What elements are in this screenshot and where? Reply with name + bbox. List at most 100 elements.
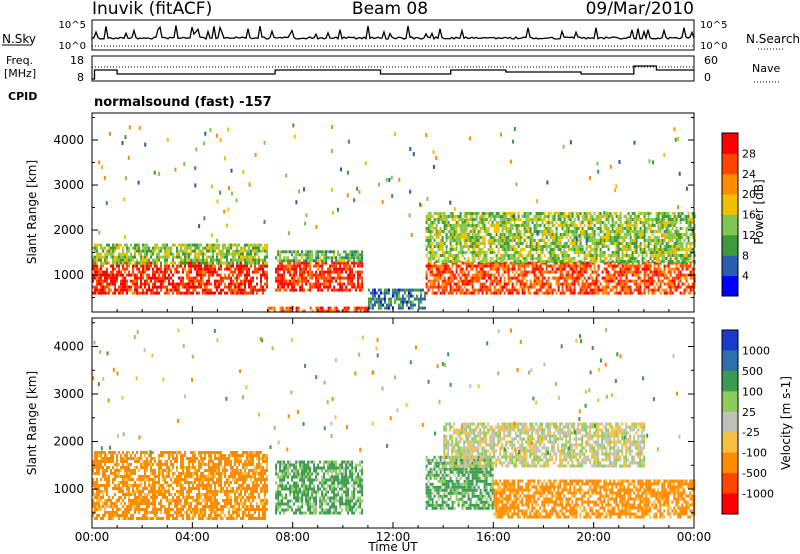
heatmap-cell [655, 251, 658, 254]
heatmap-cell [507, 218, 510, 221]
heatmap-cell [629, 291, 632, 295]
heatmap-cell [561, 285, 564, 289]
heatmap-cell [607, 230, 610, 233]
heatmap-cell [625, 224, 628, 227]
heatmap-cell [112, 517, 114, 520]
heatmap-cell [351, 267, 354, 271]
heatmap-cell [659, 282, 662, 286]
heatmap-cell [567, 230, 570, 233]
heatmap-cell [679, 291, 682, 295]
heatmap-cell [186, 291, 188, 295]
heatmap-cell [475, 276, 478, 280]
heatmap-cell [495, 233, 498, 236]
heatmap-cell [142, 273, 144, 277]
heatmap-cell [116, 502, 118, 505]
heatmap-cell [437, 236, 440, 239]
heatmap-cell [677, 260, 680, 263]
heatmap-cell [425, 245, 428, 248]
heatmap-cell [633, 230, 636, 233]
heatmap-cell [531, 264, 534, 268]
heatmap-cell [120, 475, 122, 478]
heatmap-cell [266, 276, 268, 280]
heatmap-cell [471, 245, 474, 248]
heatmap-cell [609, 230, 612, 233]
heatmap-cell [489, 273, 492, 277]
heatmap-cell [142, 288, 144, 292]
heatmap-cell [557, 239, 560, 242]
heatmap-cell [293, 259, 296, 263]
heatmap-cell [579, 273, 582, 277]
heatmap-cell [457, 218, 460, 221]
heatmap-scatter-cell [137, 180, 140, 185]
heatmap-cell [100, 279, 102, 283]
heatmap-cell [234, 243, 236, 247]
heatmap-scatter-cell [127, 155, 130, 160]
heatmap-cell [519, 218, 522, 221]
heatmap-cell [106, 478, 108, 481]
heatmap-cell [511, 254, 514, 257]
heatmap-cell [531, 285, 534, 289]
heatmap-cell [505, 248, 508, 251]
heatmap-cell [601, 230, 604, 233]
heatmap-cell [437, 218, 440, 221]
heatmap-cell [301, 279, 304, 283]
heatmap-cell [226, 264, 228, 268]
heatmap-cell [277, 270, 280, 274]
heatmap-cell [106, 454, 108, 457]
heatmap-cell [256, 288, 258, 292]
heatmap-cell [551, 254, 554, 257]
heatmap-cell [539, 260, 542, 263]
heatmap-cell [220, 288, 222, 292]
heatmap-cell [417, 297, 420, 301]
heatmap-cell [246, 273, 248, 277]
heatmap-cell [519, 254, 522, 257]
heatmap-cell [315, 259, 318, 263]
heatmap-cell [459, 285, 462, 289]
heatmap-cell [681, 273, 684, 277]
heatmap-cell [174, 255, 176, 259]
heatmap-cell [267, 309, 270, 313]
heatmap-cell [387, 300, 390, 304]
heatmap-cell [289, 250, 292, 254]
station-title: Inuvik (fitACF) [92, 0, 212, 19]
heatmap-cell [367, 297, 370, 301]
heatmap-cell [104, 472, 106, 475]
heatmap-cell [531, 218, 534, 221]
heatmap-cell [122, 478, 124, 481]
heatmap-cell [333, 309, 336, 313]
heatmap-cell [655, 239, 658, 242]
heatmap-cell [353, 259, 356, 263]
heatmap-cell [210, 288, 212, 292]
heatmap-cell [339, 276, 342, 280]
heatmap-cell [202, 249, 204, 253]
heatmap-cell [110, 249, 112, 253]
heatmap-cell [515, 288, 518, 292]
heatmap-cell [244, 285, 246, 289]
heatmap-cell [521, 221, 524, 224]
heatmap-cell [467, 260, 470, 263]
heatmap-cell [597, 279, 600, 283]
heatmap-cell [98, 514, 100, 517]
heatmap-cell [693, 245, 696, 248]
heatmap-cell [693, 224, 696, 227]
heatmap-cell [503, 215, 506, 218]
heatmap-cell [178, 285, 180, 289]
heatmap-cell [525, 221, 528, 224]
heatmap-cell [116, 505, 118, 508]
heatmap-cell [685, 251, 688, 254]
heatmap-cell [335, 288, 338, 292]
heatmap-cell [471, 285, 474, 289]
heatmap-cell [437, 212, 440, 215]
heatmap-cell [301, 267, 304, 271]
heatmap-cell [585, 230, 588, 233]
heatmap-cell [260, 285, 262, 289]
heatmap-cell [353, 250, 356, 254]
heatmap-cell [467, 218, 470, 221]
heatmap-cell [240, 246, 242, 250]
heatmap-cell [222, 261, 224, 265]
heatmap-cell [573, 239, 576, 242]
heatmap-cell [156, 264, 158, 268]
heatmap-cell [609, 279, 612, 283]
heatmap-cell [579, 233, 582, 236]
heatmap-cell [573, 242, 576, 245]
